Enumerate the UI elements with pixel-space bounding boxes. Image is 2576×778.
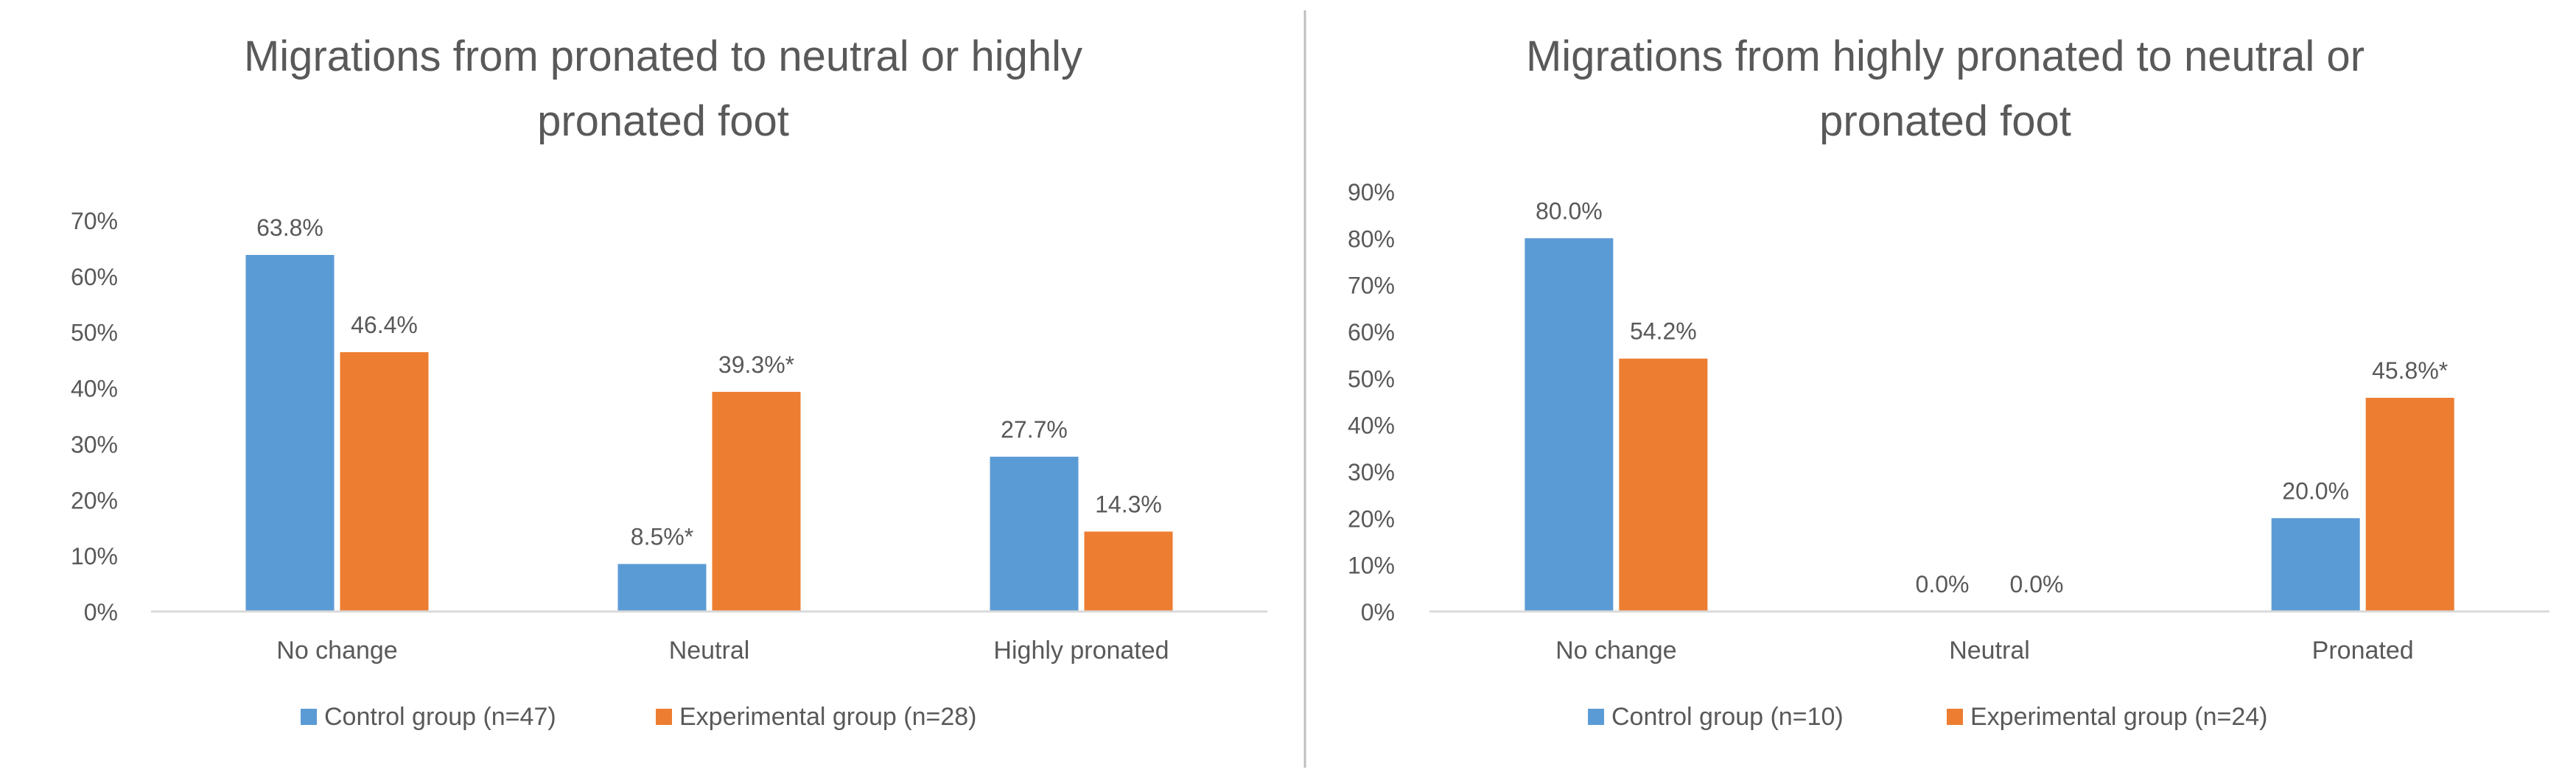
y-tick-label: 10% bbox=[1348, 553, 1395, 579]
data-label: 46.4% bbox=[351, 312, 418, 338]
data-label: 39.3%* bbox=[718, 351, 794, 378]
y-tick-label: 40% bbox=[1348, 413, 1395, 439]
data-label: 45.8%* bbox=[2372, 357, 2448, 384]
data-label: 20.0% bbox=[2282, 477, 2349, 504]
bar-control bbox=[2271, 518, 2360, 611]
chart-left: Migrations from pronated to neutral or h… bbox=[71, 32, 1267, 731]
y-tick-label: 80% bbox=[1348, 225, 1395, 252]
legend-swatch-experimental bbox=[656, 709, 672, 725]
bar-experimental bbox=[1619, 358, 1708, 611]
y-tick-label: 90% bbox=[1348, 179, 1395, 206]
legend-label-control: Control group (n=47) bbox=[324, 703, 556, 731]
legend-label-experimental: Experimental group (n=28) bbox=[679, 703, 977, 731]
y-tick-label: 50% bbox=[1348, 365, 1395, 392]
legend-label-experimental: Experimental group (n=24) bbox=[1970, 703, 2268, 731]
y-tick-label: 70% bbox=[1348, 273, 1395, 299]
chart-title: Migrations from highly pronated to neutr… bbox=[1526, 32, 2365, 80]
data-label: 80.0% bbox=[1536, 197, 1603, 224]
data-label: 0.0% bbox=[2010, 571, 2064, 597]
data-label: 14.3% bbox=[1095, 491, 1162, 518]
chart-title: Migrations from pronated to neutral or h… bbox=[244, 32, 1082, 80]
bar-experimental bbox=[2365, 397, 2454, 611]
plot-area: 0% 10% 20% 30% 40% 50% 60% 70% 63.8% 8.5%* 27.7% 46… bbox=[71, 208, 1267, 665]
y-tick-label: 0% bbox=[84, 599, 118, 625]
data-label: 27.7% bbox=[1001, 416, 1068, 443]
bar-control bbox=[245, 255, 335, 611]
y-tick-label: 20% bbox=[1348, 505, 1395, 532]
legend-swatch-experimental bbox=[1947, 709, 1963, 725]
x-category-label: No change bbox=[1555, 637, 1676, 665]
y-tick-label: 70% bbox=[71, 208, 118, 234]
bar-experimental bbox=[340, 352, 429, 611]
x-category-label: No change bbox=[276, 637, 397, 665]
x-category-label: Highly pronated bbox=[993, 637, 1169, 665]
y-tick-label: 10% bbox=[71, 543, 118, 570]
y-tick-label: 60% bbox=[71, 264, 118, 290]
y-tick-label: 40% bbox=[71, 376, 118, 402]
y-tick-label: 20% bbox=[71, 487, 118, 514]
y-tick-label: 0% bbox=[1361, 599, 1395, 625]
legend: Control group (n=47) Experimental group … bbox=[301, 703, 977, 731]
y-tick-label: 60% bbox=[1348, 319, 1395, 346]
data-label: 8.5%* bbox=[631, 524, 693, 550]
y-tick-label: 30% bbox=[71, 431, 118, 458]
bar-control bbox=[1525, 238, 1614, 611]
y-tick-label: 30% bbox=[1348, 459, 1395, 486]
legend-label-control: Control group (n=10) bbox=[1611, 703, 1844, 731]
x-category-label: Neutral bbox=[1949, 637, 2030, 665]
data-label: 54.2% bbox=[1630, 318, 1697, 345]
data-label: 0.0% bbox=[1916, 571, 1970, 597]
chart-title: pronated foot bbox=[1819, 97, 2071, 145]
bar-control bbox=[617, 564, 707, 611]
legend-swatch-control bbox=[301, 709, 317, 725]
legend: Control group (n=10) Experimental group … bbox=[1588, 703, 2268, 731]
bar-experimental bbox=[712, 391, 801, 611]
bar-experimental bbox=[1084, 531, 1173, 611]
plot-area: 0% 10% 20% 30% 40% 50% 60% 70% 80% 90% 80.0% 0.0% 20… bbox=[1348, 179, 2549, 665]
data-label: 63.8% bbox=[256, 214, 323, 241]
legend-swatch-control bbox=[1588, 709, 1604, 725]
bar-control bbox=[990, 456, 1079, 611]
x-category-label: Neutral bbox=[669, 637, 750, 665]
x-category-label: Pronated bbox=[2312, 637, 2414, 665]
y-tick-label: 50% bbox=[71, 320, 118, 346]
chart-right: Migrations from highly pronated to neutr… bbox=[1348, 32, 2549, 731]
chart-title: pronated foot bbox=[537, 97, 789, 145]
